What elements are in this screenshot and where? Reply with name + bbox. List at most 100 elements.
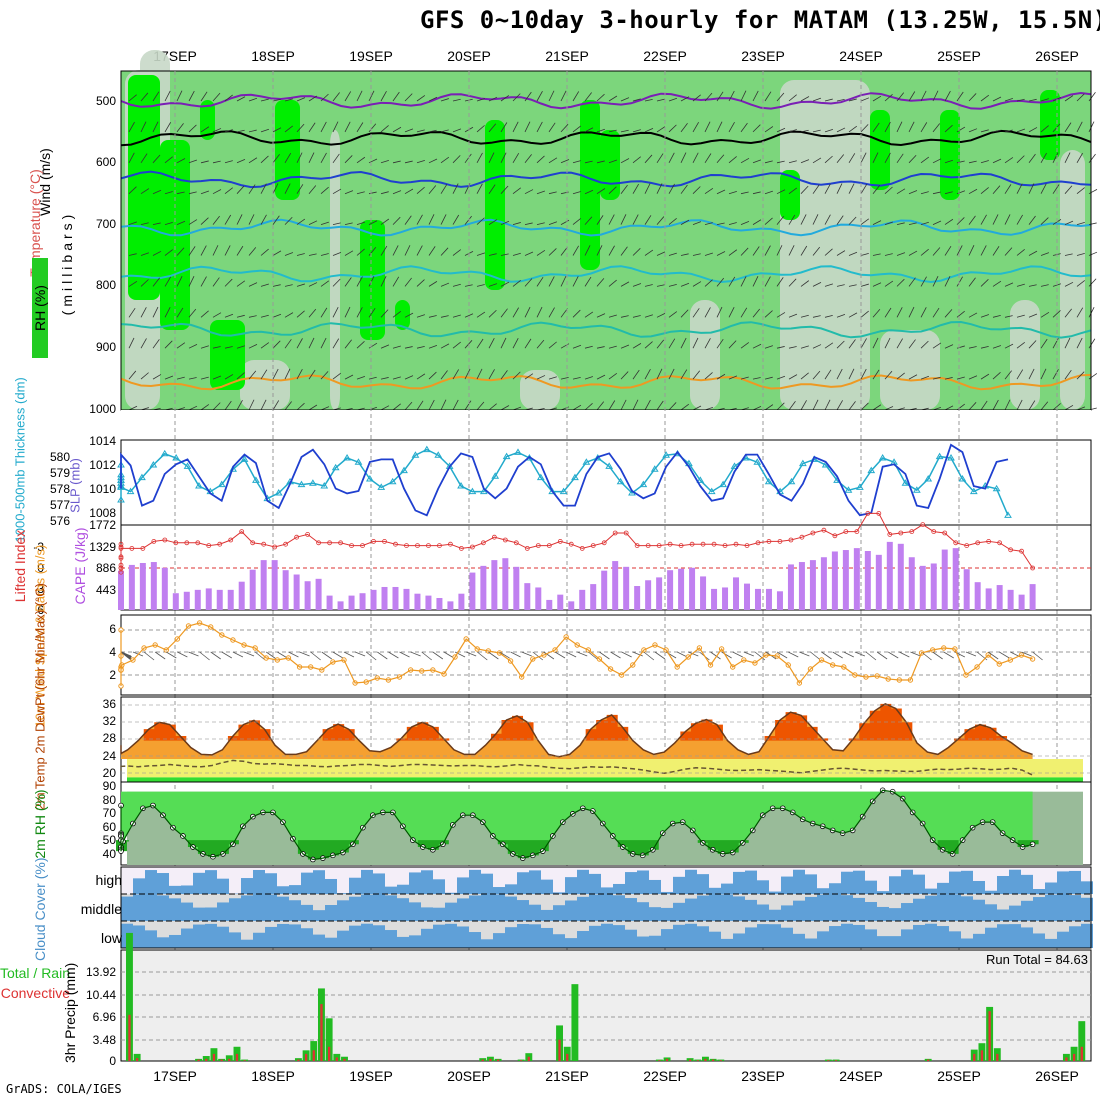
cape-bar (798, 562, 805, 610)
wind-barb (560, 246, 568, 256)
wind-barb (908, 306, 915, 318)
wind-barb (464, 313, 474, 318)
top-date-label: 21SEP (545, 48, 589, 64)
wind-barb (548, 341, 557, 349)
wind-barb (572, 276, 579, 287)
wind-barb (608, 245, 615, 256)
lifted-index-point (480, 540, 486, 546)
wind-barb (524, 373, 534, 380)
wind10-barb (399, 651, 410, 658)
wind-barb (404, 93, 413, 102)
cloud-high-block (1021, 874, 1033, 894)
bottom-date-label: 21SEP (545, 1068, 589, 1084)
wind-barb (248, 370, 257, 380)
temp2m-tick: 28 (102, 731, 116, 745)
wind-barb (836, 154, 845, 164)
wind-barb (428, 214, 435, 225)
wind-barb (176, 220, 186, 225)
wind-barb (1088, 222, 1097, 225)
cloud-high-block (601, 887, 613, 894)
wind-barb (140, 188, 150, 195)
wind-barb (668, 97, 678, 102)
wind-barb (800, 245, 808, 256)
wind10-barb (477, 651, 488, 661)
wind-barb (884, 253, 893, 256)
wind-barb (584, 92, 592, 102)
wind-barb (404, 375, 414, 380)
wind-barb (1076, 252, 1085, 256)
moist-column (210, 320, 245, 390)
wind-barb (728, 340, 737, 349)
wind-barb (548, 276, 555, 287)
wind-barb (1064, 253, 1073, 256)
wind-barb (128, 405, 138, 411)
thickness-point (548, 487, 557, 495)
wind-barb (980, 245, 987, 256)
precip-tick: 3.48 (92, 1033, 116, 1047)
thickness-point (867, 466, 876, 474)
wind-barb (284, 216, 293, 225)
wind10-barb (588, 651, 599, 661)
wind-barb (836, 250, 846, 256)
wind-barb (992, 129, 1001, 133)
wind-barb (512, 337, 519, 349)
wind-barb (476, 152, 483, 163)
wind-barb (572, 218, 581, 225)
precip-convective-bar (566, 1053, 569, 1061)
wind-barb (272, 98, 281, 102)
wind10-barb (188, 651, 199, 657)
cape-bar (1018, 594, 1025, 610)
wind-barb (344, 250, 354, 256)
cloud-middle-block (205, 907, 217, 921)
wind-barb (212, 375, 222, 380)
cloud-low-block (937, 926, 949, 948)
wind10-tick: 2 (109, 668, 116, 682)
wind-barb (512, 307, 519, 318)
wind-barb (644, 284, 653, 287)
wind-barb (524, 121, 531, 133)
wind-barb (488, 253, 497, 256)
wind-barb (608, 186, 617, 194)
wind-barb (812, 370, 821, 380)
wind-barb (452, 183, 459, 194)
precip-convective-bar (834, 1060, 838, 1061)
wind-barb (416, 129, 425, 133)
wind-barb (656, 312, 666, 318)
wind-barb (764, 217, 773, 225)
wind-barb (1028, 313, 1038, 318)
precip-total-bar (325, 1018, 333, 1061)
wind-barb (500, 220, 510, 225)
wind-barb (236, 245, 244, 256)
cloud-high-block (673, 876, 685, 894)
wind-barb (308, 95, 318, 102)
cloud-low-block (133, 925, 145, 948)
wind-barb (692, 122, 699, 133)
wind-barb (524, 251, 534, 256)
thickness-point (935, 452, 944, 460)
wind-barb (140, 153, 148, 164)
wind-barb (632, 247, 641, 256)
bottom-date-label: 19SEP (349, 1068, 393, 1084)
lifted-index-point (294, 534, 300, 540)
wind10-tick: 4 (109, 645, 116, 659)
wind-barb (380, 90, 387, 102)
precip-convective-bar (827, 1060, 830, 1061)
wind-barb (428, 345, 438, 349)
wind-barb (524, 91, 532, 102)
wind-barb (320, 253, 329, 256)
wind-barb (584, 189, 594, 195)
wind10-barb (854, 651, 866, 657)
wind-barb (296, 338, 303, 349)
cape-bar (985, 588, 992, 610)
wind-barb (680, 152, 687, 163)
wind-barb (452, 314, 461, 318)
wind-barb (284, 125, 293, 133)
wind-barb (848, 401, 856, 411)
dewpt-base-band (127, 777, 1083, 782)
wind-barb (1052, 152, 1059, 163)
cloud-middle-block (469, 895, 481, 921)
cloud-low-block (1033, 933, 1045, 948)
precip-total-bar (1078, 1021, 1086, 1061)
wind-barb (1016, 214, 1023, 225)
wind-barb (236, 185, 245, 194)
